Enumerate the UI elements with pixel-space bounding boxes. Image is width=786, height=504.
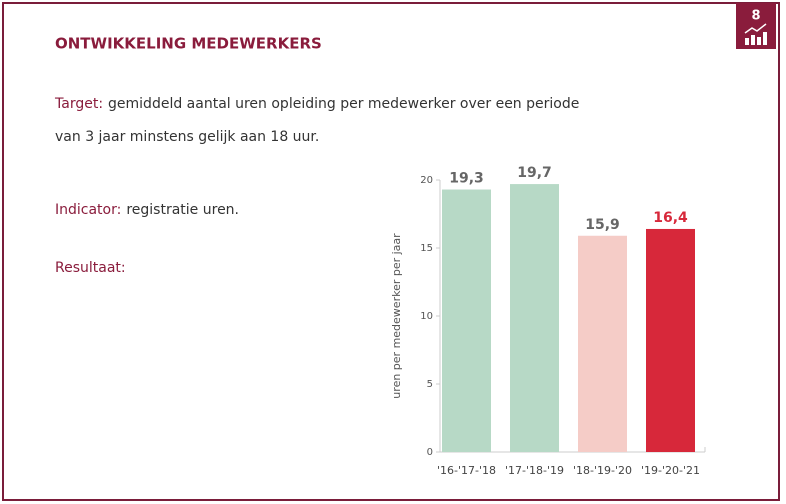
- target-line: Target: gemiddeld aantal uren opleiding p…: [54, 96, 579, 112]
- target-text: gemiddeld aantal uren opleiding per mede…: [108, 96, 579, 112]
- bar: [578, 235, 627, 452]
- x-tick-label: '19-'20-'21: [641, 464, 700, 477]
- y-tick-label: 15: [420, 243, 433, 254]
- bar: [646, 228, 695, 452]
- chart: 0 5 10 15 20 uren per medewerker per jaar '16-…: [390, 165, 706, 477]
- y-axis-label: uren per medewerker per jaar: [390, 233, 403, 399]
- target-label: Target:: [54, 96, 103, 112]
- bar: [510, 184, 559, 452]
- goal-icon: [736, 3, 776, 49]
- value-label: 19,7: [517, 165, 552, 181]
- y-tick-label: 20: [420, 175, 433, 186]
- goal-icon-arrow: [744, 23, 767, 34]
- target-text: van 3 jaar minstens gelijk aan 18 uur.: [55, 129, 319, 145]
- x-tick-label: '16-'17-'18: [437, 464, 496, 477]
- goal-icon-bars: [745, 32, 767, 45]
- y-tick-label: 0: [427, 447, 433, 458]
- y-tick-label: 10: [420, 311, 433, 322]
- result-label: Resultaat:: [55, 260, 126, 276]
- indicator-label: Indicator:: [55, 202, 121, 218]
- value-label: 15,9: [585, 217, 620, 233]
- indicator-text: registratie uren.: [126, 202, 239, 218]
- goal-number: 8: [751, 9, 760, 24]
- y-tick-label: 5: [427, 379, 433, 390]
- value-label: 16,4: [653, 210, 688, 226]
- value-label: 19,3: [449, 171, 484, 187]
- indicator-line: Indicator: registratie uren.: [55, 202, 239, 218]
- x-tick-label: '17-'18-'19: [505, 464, 564, 477]
- x-tick-label: '18-'19-'20: [573, 464, 632, 477]
- title: ONTWIKKELING MEDEWERKERS: [55, 35, 322, 53]
- bar: [442, 189, 491, 452]
